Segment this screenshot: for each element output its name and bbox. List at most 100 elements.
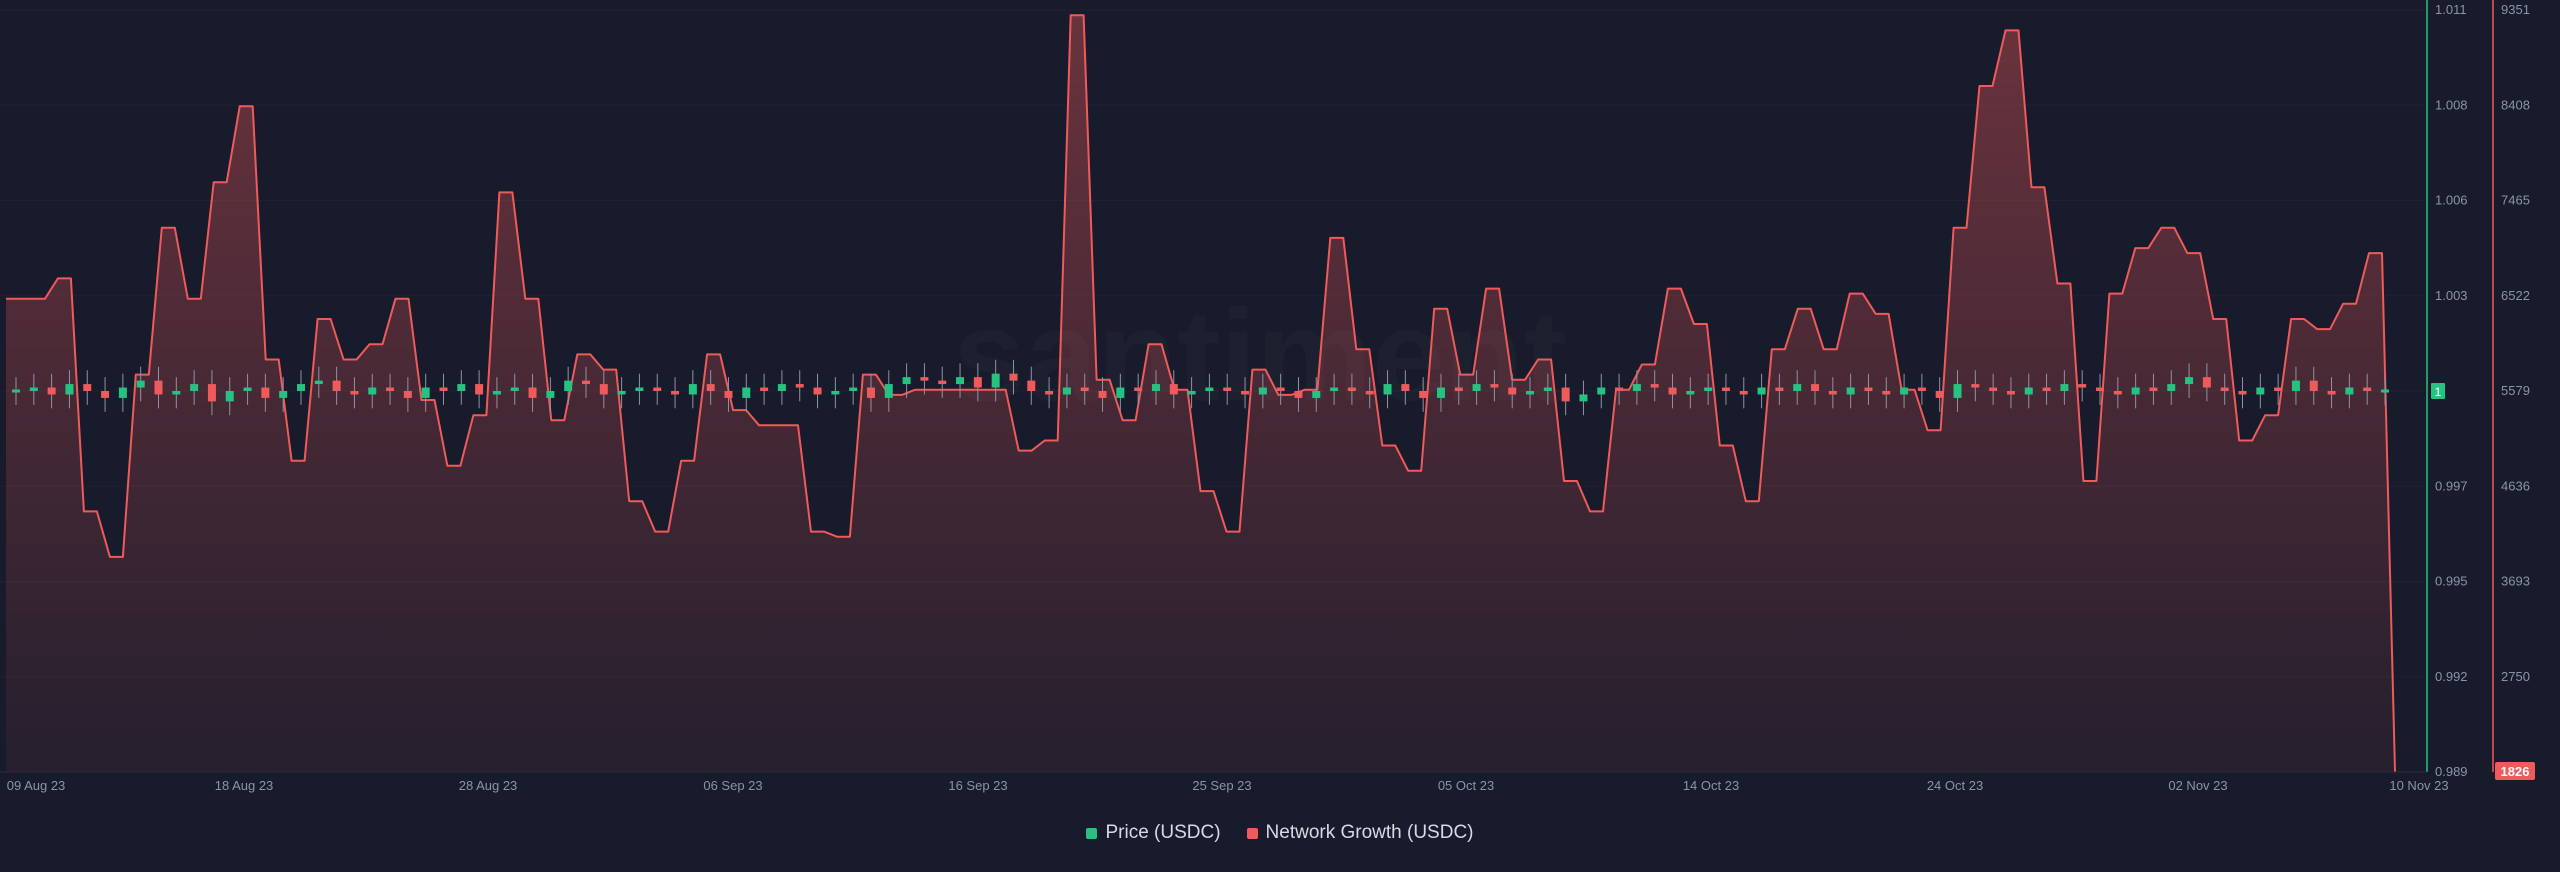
x-axis-tick: 10 Nov 23 (2389, 778, 2448, 793)
price-candle (2042, 387, 2051, 391)
price-candle (47, 387, 56, 395)
price-candle (1632, 384, 1641, 391)
network-growth-axis-tick: 8408 (2501, 97, 2530, 112)
price-candle (207, 384, 216, 402)
price-candle (1241, 391, 1250, 395)
price-candle (2363, 387, 2372, 391)
price-axis-tick: 1.008 (2435, 97, 2468, 112)
network-growth-axis-tick: 7465 (2501, 193, 2530, 208)
price-candle (1401, 384, 1410, 391)
price-candle (2309, 380, 2318, 391)
price-candle (1454, 387, 1463, 391)
legend-item-price[interactable]: Price (USDC) (1086, 822, 1221, 844)
price-candle (1294, 391, 1303, 398)
price-candle (2185, 377, 2194, 385)
price-candle (136, 380, 145, 388)
price-candle (528, 387, 537, 398)
price-candle (2131, 387, 2140, 395)
price-candle (742, 387, 751, 398)
legend-item-network-growth[interactable]: Network Growth (USDC) (1246, 822, 1474, 844)
price-candle (991, 373, 1000, 388)
price-candle (2078, 384, 2087, 388)
price-candle (475, 384, 484, 395)
price-axis-tick: 1.003 (2435, 288, 2468, 303)
price-candle (1490, 384, 1499, 388)
price-candle (1775, 387, 1784, 391)
network-growth-swatch-icon (1246, 827, 1258, 839)
price-candle (1989, 387, 1998, 391)
network-growth-area (6, 15, 2395, 772)
price-candle (510, 387, 519, 391)
price-candle (1347, 387, 1356, 391)
price-candle (1686, 391, 1695, 395)
price-candle (101, 391, 110, 398)
price-candle (849, 387, 858, 391)
price-candle (2167, 384, 2176, 391)
price-candle (2024, 387, 2033, 395)
price-candle (777, 384, 786, 391)
legend-label-price: Price (USDC) (1105, 822, 1221, 843)
price-candle (2096, 387, 2105, 391)
price-candle (671, 391, 680, 395)
network-growth-axis-tick: 6522 (2501, 288, 2530, 303)
current-network-growth-label: 1826 (2501, 764, 2530, 779)
price-axis-tick: 0.989 (2435, 764, 2468, 779)
price-candle (653, 387, 662, 391)
x-axis-tick: 02 Nov 23 (2168, 778, 2227, 793)
price-candle (2060, 384, 2069, 391)
price-candle (29, 387, 38, 391)
price-candle (617, 391, 626, 395)
price-candle (2220, 387, 2229, 391)
price-candle (973, 377, 982, 388)
price-candle (1436, 387, 1445, 398)
price-candle (546, 391, 555, 398)
price-candle (1935, 391, 1944, 398)
price-candle (2202, 377, 2211, 388)
price-candle (1330, 387, 1339, 391)
current-price-badge (2431, 383, 2445, 399)
price-candle (350, 391, 359, 395)
price-candle (902, 377, 911, 385)
price-candle (884, 384, 893, 398)
price-candle (457, 384, 466, 391)
price-candle (2149, 387, 2158, 391)
price-axis-tick: 1.011 (2435, 2, 2467, 17)
price-axis-tick: 0.992 (2435, 669, 2468, 684)
price-candle (1365, 391, 1374, 395)
price-candle (279, 391, 288, 398)
price-candle (831, 391, 840, 395)
price-candle (172, 391, 181, 395)
network-growth-series (6, 14, 2396, 773)
price-candle (118, 387, 127, 398)
x-axis-tick: 14 Oct 23 (1683, 778, 1739, 793)
price-candle (1419, 391, 1428, 398)
price-candle (688, 384, 697, 395)
current-network-growth-badge (2495, 762, 2535, 780)
x-axis-tick: 24 Oct 23 (1927, 778, 1983, 793)
price-axis-tick: 1.006 (2435, 193, 2468, 208)
price-candle (1134, 387, 1143, 391)
price-candle (1187, 391, 1196, 395)
price-candle (1205, 387, 1214, 391)
price-candle (920, 377, 929, 381)
price-candle (1917, 387, 1926, 391)
price-candle (1828, 391, 1837, 395)
price-candle (243, 387, 252, 391)
price-candle (83, 384, 92, 391)
price-candle (1543, 387, 1552, 391)
price-candle (1579, 394, 1588, 402)
price-candle (421, 387, 430, 398)
price-candle (760, 387, 769, 391)
price-candle (1062, 387, 1071, 395)
price-candle (1151, 384, 1160, 391)
price-candle (492, 391, 501, 395)
price-candle (1223, 387, 1232, 391)
price-candle (1169, 384, 1178, 395)
price-candle (439, 387, 448, 391)
x-axis-tick: 18 Aug 23 (215, 778, 274, 793)
price-candle (12, 389, 20, 393)
price-candle (1811, 384, 1820, 391)
price-candle (581, 380, 590, 385)
price-candle (2327, 391, 2336, 395)
